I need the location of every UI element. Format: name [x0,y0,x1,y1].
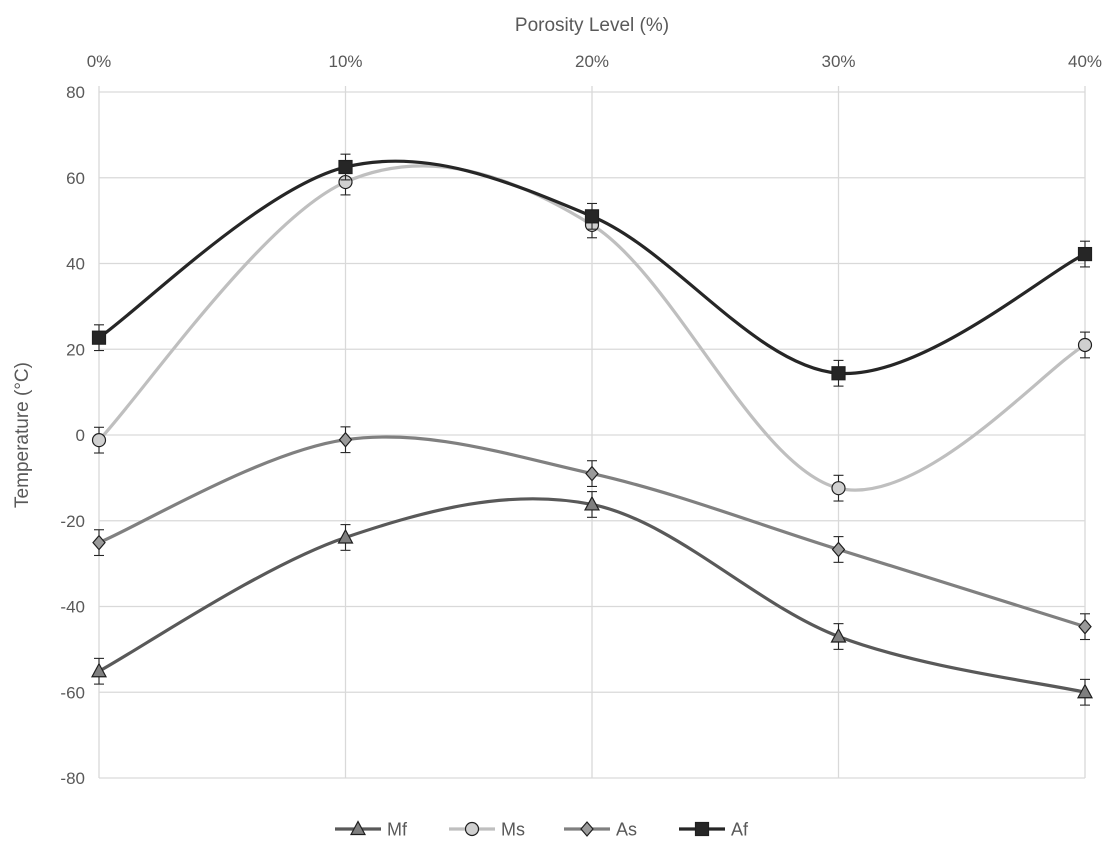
data-point [91,330,107,345]
x-tick-label: 20% [575,52,609,71]
data-point [584,209,600,224]
series-mf [90,491,1094,706]
data-point [92,534,106,551]
x-tick-label: 30% [821,52,855,71]
data-point [585,465,599,482]
data-point [583,495,601,511]
y-tick-label: -40 [60,598,85,617]
y-tick-labels: 80 60 40 20 0 -20 -40 -60 -80 [60,83,85,788]
x-tick-labels: 0% 10% 20% 30% 40% [87,52,1102,71]
y-tick-label: 0 [76,426,85,445]
legend-item-mf: Mf [335,820,408,840]
legend-label: Ms [501,820,525,840]
y-tick-label: 40 [66,255,85,274]
series-group [90,153,1094,706]
grid-lines [98,86,1086,779]
legend-label: As [616,820,637,840]
data-point [338,159,353,175]
y-tick-label: 20 [66,340,85,359]
legend-marker [694,821,710,837]
data-point [337,528,354,544]
y-tick-label: 60 [66,169,85,188]
x-tick-label: 40% [1068,52,1102,71]
x-tick-label: 0% [87,52,112,71]
data-point [1078,618,1092,635]
data-point [831,541,846,558]
y-tick-label: 80 [66,83,85,102]
data-point [91,433,107,448]
legend-marker [464,821,480,837]
y-tick-label: -20 [60,512,85,531]
data-point [90,662,108,678]
series-af [91,153,1093,387]
data-point [831,366,846,381]
x-axis-title: Porosity Level (%) [515,15,669,36]
legend-marker [580,821,594,837]
legend-item-ms: Ms [449,820,525,840]
legend-label: Mf [387,820,408,840]
data-point [1076,683,1094,699]
data-point [831,481,846,496]
y-tick-label: -80 [60,769,85,788]
data-point [338,431,353,448]
y-axis-title: Temperature (°C) [12,362,33,508]
data-point [1077,246,1093,262]
legend: Mf Ms As Af [335,820,749,840]
y-tick-label: -60 [60,683,85,702]
data-point [830,627,847,643]
data-point [1077,337,1093,353]
legend-marker [349,820,367,836]
x-tick-label: 10% [328,52,362,71]
legend-item-af: Af [679,820,749,840]
legend-item-as: As [564,820,637,840]
series-as [92,426,1092,641]
legend-label: Af [731,820,749,840]
